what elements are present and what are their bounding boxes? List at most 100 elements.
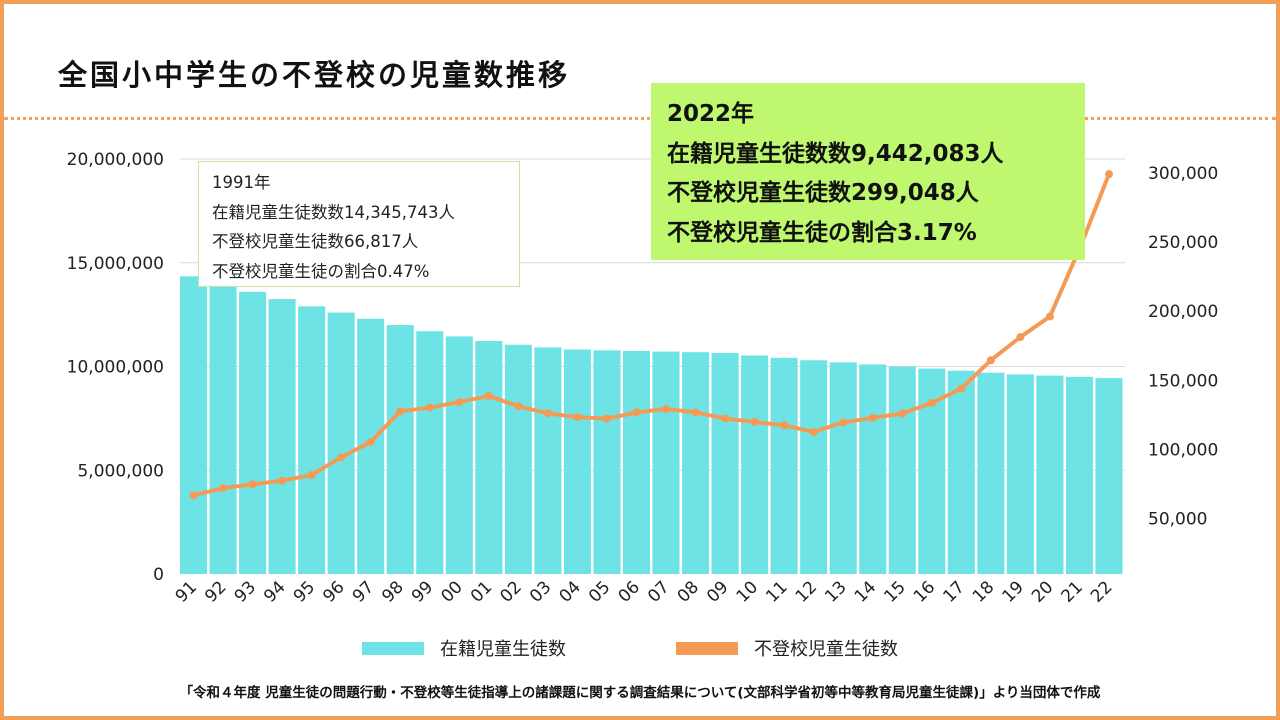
point-15 — [898, 409, 907, 418]
x-tick-label: 94 — [260, 577, 289, 606]
bar-21 — [1065, 376, 1093, 574]
page-title: 全国小中学生の不登校の児童数推移 — [58, 58, 571, 92]
bar-05 — [593, 350, 621, 574]
right-axis-tick-label: 200,000 — [1148, 302, 1218, 322]
point-94 — [278, 476, 287, 485]
source-note: 「令和４年度 児童生徒の問題行動・不登校等生徒指導上の諸課題に関する調査結果につ… — [179, 685, 1101, 701]
right-axis-tick-label: 50,000 — [1148, 510, 1207, 530]
point-96 — [337, 453, 346, 462]
bar-08 — [682, 352, 710, 574]
point-97 — [366, 437, 375, 446]
point-16 — [927, 398, 936, 407]
annotation-2022: 2022年 在籍児童生徒数数9,442,083人 不登校児童生徒数299,048… — [651, 83, 1085, 260]
point-17 — [957, 384, 966, 393]
annotation-2022-ratio: 不登校児童生徒の割合3.17% — [667, 219, 977, 246]
legend-bars-swatch — [362, 641, 424, 655]
bar-09 — [711, 353, 739, 574]
point-93 — [248, 480, 257, 489]
point-07 — [662, 405, 671, 414]
bar-02 — [504, 344, 532, 574]
point-19 — [1016, 333, 1025, 342]
x-axis-labels: 91 92 93 94 95 96 97 98 99 00 01 02 03 04 05 06 07 08 09 10… — [172, 577, 1117, 606]
x-tick-label: 18 — [969, 577, 998, 606]
point-95 — [307, 470, 316, 479]
bar-91 — [180, 276, 208, 574]
x-tick-label: 19 — [998, 577, 1027, 606]
left-axis-tick-label: 20,000,000 — [67, 150, 164, 170]
x-tick-label: 20 — [1028, 577, 1057, 606]
point-10 — [750, 417, 759, 426]
left-axis-tick-label: 10,000,000 — [67, 358, 164, 378]
point-20 — [1045, 312, 1054, 321]
annotation-1991: 1991年 在籍児童生徒数数14,345,743人 不登校児童生徒数66,817… — [198, 161, 520, 287]
x-tick-label: 10 — [733, 577, 762, 606]
annotation-1991-enrolled: 在籍児童生徒数数14,345,743人 — [212, 202, 455, 222]
annotation-2022-absent: 不登校児童生徒数299,048人 — [667, 180, 979, 206]
bar-20 — [1036, 375, 1064, 574]
right-axis-tick-label: 150,000 — [1148, 371, 1218, 391]
bar-15 — [888, 366, 916, 574]
x-tick-label: 17 — [939, 577, 968, 606]
point-04 — [573, 413, 582, 422]
x-tick-label: 06 — [615, 577, 644, 606]
bar-19 — [1006, 374, 1034, 574]
bar-07 — [652, 351, 680, 574]
x-tick-label: 21 — [1058, 577, 1087, 606]
point-01 — [484, 391, 493, 400]
point-99 — [425, 403, 434, 412]
bar-11 — [770, 357, 798, 574]
absent-line — [189, 170, 1113, 500]
bar-01 — [475, 340, 503, 574]
point-03 — [543, 409, 552, 418]
legend-bars-label: 在籍児童生徒数 — [440, 639, 566, 660]
x-tick-label: 00 — [437, 577, 466, 606]
point-92 — [219, 484, 228, 493]
bar-99 — [416, 331, 444, 574]
bar-12 — [800, 360, 828, 574]
point-22 — [1104, 170, 1113, 179]
point-08 — [691, 408, 700, 417]
bar-03 — [534, 347, 562, 574]
bar-00 — [445, 336, 473, 574]
x-tick-label: 02 — [496, 577, 525, 606]
right-axis-tick-label: 100,000 — [1148, 441, 1218, 461]
x-tick-label: 16 — [910, 577, 939, 606]
annotation-1991-year: 1991年 — [212, 173, 271, 192]
bar-22 — [1095, 378, 1123, 574]
point-09 — [721, 414, 730, 423]
legend-line-swatch — [676, 641, 738, 655]
bar-98 — [386, 325, 414, 574]
bar-93 — [239, 291, 267, 574]
bar-06 — [622, 350, 650, 574]
bar-10 — [741, 355, 769, 574]
x-tick-label: 14 — [851, 577, 880, 606]
x-tick-label: 12 — [792, 577, 821, 606]
right-axis-labels: 50,000 100,000 150,000 200,000 250,000 300,00… — [1148, 164, 1218, 530]
x-tick-label: 04 — [556, 577, 585, 606]
bar-14 — [859, 364, 887, 574]
annotation-1991-absent: 不登校児童生徒数66,817人 — [212, 232, 419, 251]
legend-line-label: 不登校児童生徒数 — [754, 639, 898, 660]
bar-94 — [268, 299, 296, 574]
point-98 — [396, 407, 405, 416]
x-tick-label: 95 — [290, 577, 319, 606]
x-tick-label: 13 — [821, 577, 850, 606]
annotation-2022-enrolled: 在籍児童生徒数数9,442,083人 — [667, 140, 1004, 167]
annotation-2022-year: 2022年 — [667, 101, 755, 127]
x-tick-label: 91 — [172, 577, 201, 606]
point-06 — [632, 408, 641, 417]
point-11 — [780, 421, 789, 430]
left-axis-tick-label: 15,000,000 — [67, 254, 164, 274]
point-91 — [189, 491, 198, 500]
annotation-1991-ratio: 不登校児童生徒の割合0.47% — [212, 261, 430, 281]
legend-line: 不登校児童生徒数 — [676, 636, 898, 660]
legend-bars: 在籍児童生徒数 — [362, 636, 566, 660]
x-tick-label: 93 — [231, 577, 260, 606]
right-axis-tick-label: 300,000 — [1148, 164, 1218, 184]
left-axis-labels: 0 5,000,000 10,000,000 15,000,000 20,000,000 — [67, 150, 164, 585]
right-axis-tick-label: 250,000 — [1148, 233, 1218, 253]
enrolled-bars — [180, 276, 1123, 574]
point-05 — [602, 414, 611, 423]
bar-13 — [829, 362, 857, 574]
x-tick-label: 01 — [467, 577, 496, 606]
